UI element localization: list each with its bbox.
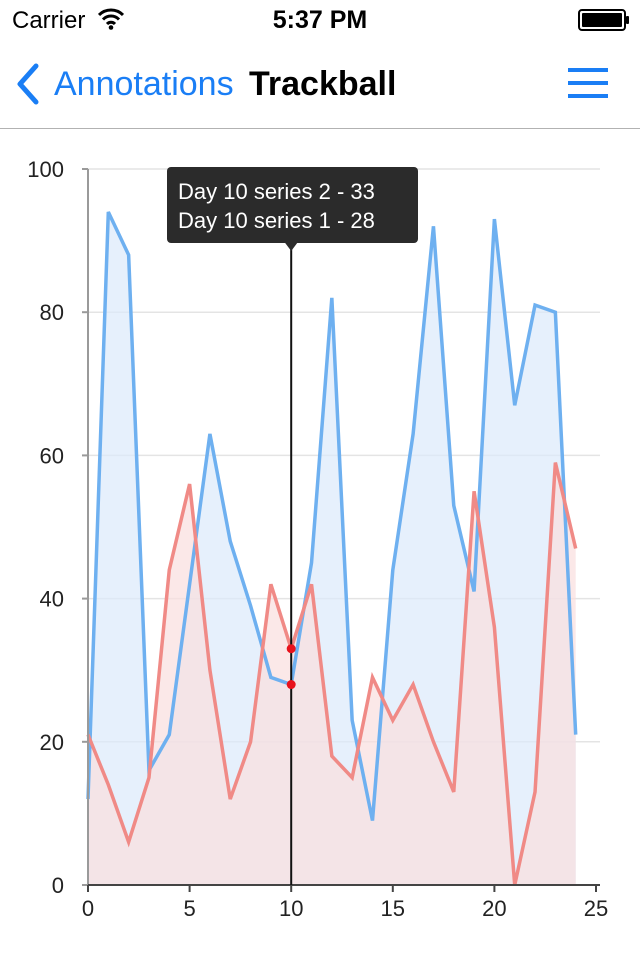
y-tick-label: 0 — [52, 873, 64, 898]
x-tick-label: 0 — [82, 896, 94, 921]
x-tick-label: 20 — [482, 896, 506, 921]
status-time: 5:37 PM — [272, 6, 368, 34]
hamburger-menu-icon[interactable] — [568, 66, 608, 100]
trackball-marker — [286, 644, 296, 654]
y-tick-label: 60 — [40, 443, 64, 468]
chevron-left-icon — [17, 63, 39, 105]
y-tick-label: 20 — [40, 730, 64, 755]
trackball-marker — [286, 680, 296, 690]
chart-area[interactable]: 0 20 40 60 80 100 0 5 10 15 20 25 Day 10 series 2 - … — [0, 129, 640, 960]
carrier-label: Carrier — [12, 7, 86, 34]
battery-icon — [578, 9, 630, 36]
y-tick-label: 80 — [40, 300, 64, 325]
x-tick-label: 25 — [584, 896, 608, 921]
back-button[interactable]: Annotations — [14, 62, 234, 106]
navigation-bar: Annotations Trackball — [0, 40, 640, 129]
trackball-tooltip — [167, 167, 418, 243]
series-1-line — [86, 211, 578, 821]
trackball-chart[interactable]: 0 20 40 60 80 100 0 5 10 15 20 25 Day 10 series 2 - … — [0, 129, 640, 960]
series-2-line — [86, 462, 578, 886]
trackball-tooltip-line: Day 10 series 2 - 33 — [178, 179, 375, 204]
series-2-area — [88, 462, 576, 885]
y-tick-label: 100 — [27, 157, 64, 182]
x-tick-label: 5 — [183, 896, 195, 921]
wifi-icon — [97, 8, 125, 35]
x-tick-label: 10 — [279, 896, 303, 921]
x-tick-label: 15 — [381, 896, 405, 921]
trackball-tooltip-line: Day 10 series 1 - 28 — [178, 208, 375, 233]
page-title: Trackball — [249, 65, 397, 103]
back-button-label: Annotations — [54, 65, 234, 103]
trackball-tooltip-pointer — [285, 243, 298, 251]
status-bar: Carrier 5:37 PM — [0, 0, 640, 40]
y-tick-label: 40 — [40, 587, 64, 612]
